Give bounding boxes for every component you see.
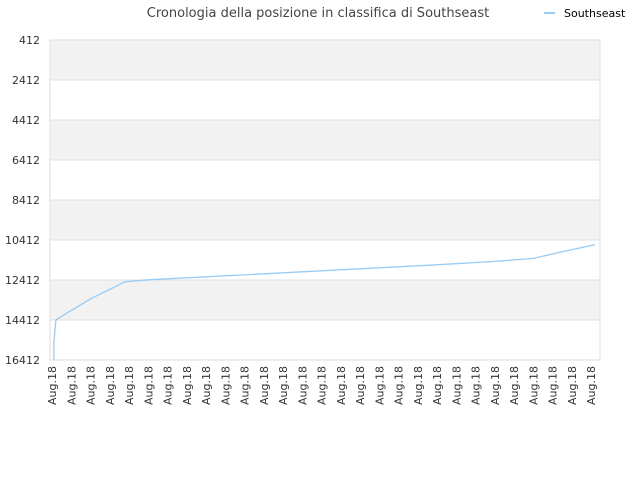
legend-label-southseast: Southseast xyxy=(564,7,626,20)
plot-border xyxy=(49,39,601,361)
y-tick-label: 14412 xyxy=(5,314,40,327)
y-tick-label: 412 xyxy=(19,34,40,47)
chart-title: Cronologia della posizione in classifica… xyxy=(147,6,489,21)
plot-band xyxy=(50,120,600,160)
x-tick-label: Aug.18 xyxy=(489,366,502,405)
x-tick-label: Aug.18 xyxy=(123,366,136,405)
x-tick-label: Aug.18 xyxy=(219,366,232,405)
x-tick-label: Aug.18 xyxy=(239,366,252,405)
y-tick-label: 6412 xyxy=(12,154,40,167)
x-tick-label: Aug.18 xyxy=(585,366,598,405)
x-tick-label: Aug.18 xyxy=(373,366,386,405)
x-tick-label: Aug.18 xyxy=(527,366,540,405)
y-tick-label: 12412 xyxy=(5,274,40,287)
x-tick-label: Aug.18 xyxy=(200,366,213,405)
legend[interactable]: Southseast xyxy=(544,7,626,20)
y-tick-label: 8412 xyxy=(12,194,40,207)
x-tick-label: Aug.18 xyxy=(46,366,59,405)
x-tick-label: Aug.18 xyxy=(412,366,425,405)
x-tick-label: Aug.18 xyxy=(277,366,290,405)
x-tick-label: Aug.18 xyxy=(566,366,579,405)
x-tick-label: Aug.18 xyxy=(470,366,483,405)
y-tick-label: 10412 xyxy=(5,234,40,247)
series-layer xyxy=(53,244,596,360)
x-tick-label: Aug.18 xyxy=(431,366,444,405)
plot-band xyxy=(50,40,600,80)
x-tick-label: Aug.18 xyxy=(181,366,194,405)
x-tick-label: Aug.18 xyxy=(142,366,155,405)
x-tick-label: Aug.18 xyxy=(547,366,560,405)
plot-band xyxy=(50,280,600,320)
x-tick-label: Aug.18 xyxy=(450,366,463,405)
series-line-southseast xyxy=(53,244,596,360)
x-axis-ticks: Aug.18 Aug.18 Aug.18 Aug.18 Aug.18 Aug.18 Aug.… xyxy=(46,366,598,405)
x-tick-label: Aug.18 xyxy=(335,366,348,405)
y-tick-label: 4412 xyxy=(12,114,40,127)
x-tick-label: Aug.18 xyxy=(162,366,175,405)
plot-bands xyxy=(50,40,600,320)
x-tick-label: Aug.18 xyxy=(258,366,271,405)
y-axis-ticks: 412 2412 4412 6412 8412 10412 12412 14412 16412 xyxy=(5,34,40,367)
y-tick-label: 16412 xyxy=(5,354,40,367)
x-tick-label: Aug.18 xyxy=(508,366,521,405)
x-tick-label: Aug.18 xyxy=(316,366,329,405)
x-tick-label: Aug.18 xyxy=(393,366,406,405)
x-tick-label: Aug.18 xyxy=(104,366,117,405)
x-tick-label: Aug.18 xyxy=(65,366,78,405)
x-tick-label: Aug.18 xyxy=(296,366,309,405)
y-tick-label: 2412 xyxy=(12,74,40,87)
x-tick-label: Aug.18 xyxy=(354,366,367,405)
x-tick-label: Aug.18 xyxy=(85,366,98,405)
plot-band xyxy=(50,200,600,240)
